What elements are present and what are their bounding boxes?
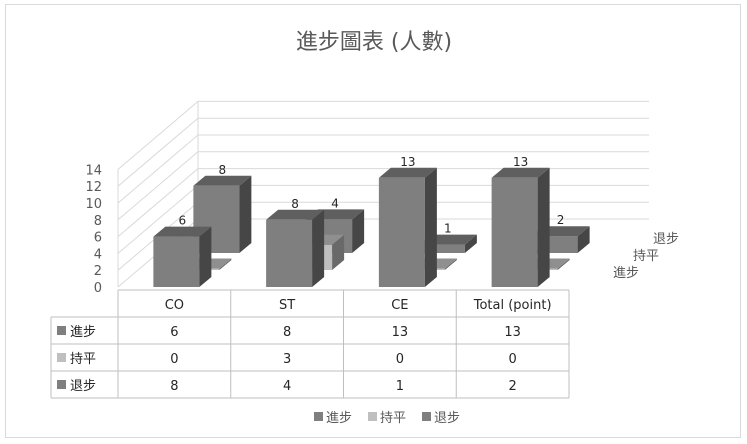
- y-tick-label: 2: [94, 264, 102, 279]
- y-tick-label: 6: [94, 231, 102, 246]
- y-tick-label: 0: [94, 281, 102, 296]
- bar-front: [378, 177, 425, 287]
- bar-side: [239, 175, 252, 253]
- legend-swatch: [422, 412, 431, 421]
- bar-side: [557, 258, 570, 270]
- y-tick-label: 12: [85, 180, 102, 195]
- table-cell-value: 1: [396, 379, 404, 394]
- depth-axis-labels: 進步 持平 退步: [613, 232, 679, 281]
- bar-top: [153, 226, 212, 237]
- bar-top: [266, 209, 325, 220]
- bar: 13: [491, 155, 550, 287]
- bar: 13: [378, 155, 437, 287]
- bar-value-label: 8: [219, 163, 227, 177]
- bar-front: [418, 244, 465, 253]
- bar-value-label: 4: [331, 196, 339, 210]
- table-cell-value: 6: [170, 325, 178, 340]
- table-cell-value: 2: [508, 379, 516, 394]
- bar-side: [352, 209, 365, 253]
- table-cell-value: 13: [392, 325, 409, 340]
- y-tick-label: 10: [85, 197, 102, 212]
- bar-side: [577, 226, 590, 253]
- bar-side: [537, 167, 550, 287]
- bar-side: [199, 226, 212, 287]
- bar-side: [332, 234, 345, 270]
- depth-axis-label: 持平: [633, 249, 659, 264]
- legend-label: 退步: [434, 411, 460, 426]
- bar-side: [219, 258, 232, 270]
- table-category-label: Total (point): [473, 298, 552, 313]
- bar-side: [312, 209, 325, 287]
- legend: 進步 持平 退步: [314, 411, 460, 426]
- bar-value-label: 8: [291, 197, 299, 211]
- table-category-label: CE: [391, 298, 408, 313]
- table-cell-value: 8: [170, 379, 178, 394]
- bar-value-label: 13: [400, 155, 415, 169]
- bar-top: [491, 167, 550, 178]
- bar-side: [464, 234, 477, 253]
- depth-axis-label: 退步: [653, 232, 679, 247]
- table-legend-key: [57, 380, 66, 389]
- legend-label: 持平: [380, 411, 406, 426]
- table-cell-value: 0: [170, 352, 178, 367]
- table-series-name: 進步: [70, 325, 96, 340]
- legend-swatch: [368, 412, 377, 421]
- bar-value-label: 6: [179, 214, 187, 228]
- bar-value-label: 2: [557, 213, 565, 227]
- bar-value-label: 13: [513, 155, 528, 169]
- table-cell-value: 4: [283, 379, 291, 394]
- bar-front: [153, 236, 200, 287]
- table-legend-key: [57, 353, 66, 362]
- table-category-label: ST: [279, 298, 295, 313]
- legend-swatch: [314, 412, 323, 421]
- bar-side: [444, 258, 457, 270]
- bar-value-label: 1: [444, 222, 452, 236]
- table-cell-value: 0: [396, 352, 404, 367]
- bar-front: [266, 219, 313, 287]
- y-tick-label: 4: [94, 247, 102, 262]
- y-axis-ticks: 0 2 46 8 10 12 14: [85, 163, 102, 296]
- y-tick-label: 8: [94, 214, 102, 229]
- table-cell-value: 13: [504, 325, 521, 340]
- legend-label: 進步: [326, 411, 352, 426]
- bars-layer: 84120300681313: [153, 155, 590, 287]
- table-series-name: 持平: [70, 352, 96, 367]
- y-tick-label: 14: [85, 163, 102, 178]
- bar-side: [424, 167, 437, 287]
- bar: 8: [266, 197, 325, 287]
- bar: 6: [153, 214, 212, 287]
- bar-top: [193, 175, 252, 186]
- bar-top: [378, 167, 437, 178]
- table-cell-value: 3: [283, 352, 291, 367]
- depth-axis-label: 進步: [613, 266, 639, 281]
- data-table: CO ST CE Total (point) 進步 6 8 13 13 持平 0 3 0 0 退步 8 4 1 2: [50, 289, 570, 399]
- table-legend-key: [57, 326, 66, 335]
- bar: 8: [193, 163, 252, 253]
- table-series-name: 退步: [70, 379, 96, 394]
- table-cell-value: 0: [508, 352, 516, 367]
- chart-title: 進步圖表 (人數): [296, 30, 452, 55]
- table-category-label: CO: [165, 298, 184, 313]
- bar-front: [491, 177, 538, 287]
- table-cell-value: 8: [283, 325, 291, 340]
